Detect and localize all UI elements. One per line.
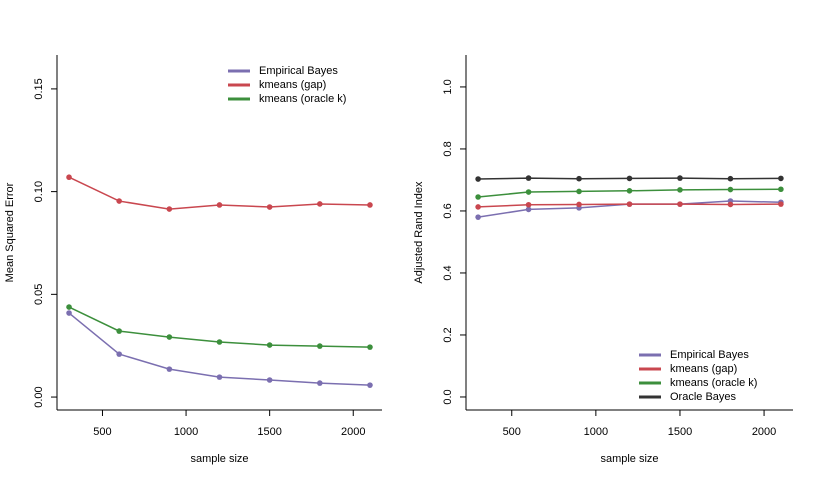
series-point <box>216 374 223 380</box>
x-tick-label: 500 <box>503 426 521 438</box>
series-point <box>778 201 784 207</box>
y-tick-label: 0.6 <box>442 203 454 218</box>
y-tick-label: 1.0 <box>442 79 454 94</box>
series-point <box>677 187 683 193</box>
series-point <box>266 342 273 348</box>
series-point <box>626 187 633 194</box>
series-point <box>677 201 683 207</box>
y-tick-label: 0.05 <box>33 284 45 305</box>
x-tick-label: 1000 <box>174 426 198 438</box>
series-point <box>576 175 582 182</box>
series-point <box>166 366 173 372</box>
series-point <box>116 351 122 357</box>
series-point <box>525 175 532 181</box>
legend-label: Empirical Bayes <box>259 65 338 77</box>
y-tick-label: 0.15 <box>33 78 45 99</box>
y-axis-label: Adjusted Rand Index <box>413 181 425 284</box>
y-tick-label: 0.2 <box>442 327 454 342</box>
series-point <box>475 194 481 200</box>
series-point <box>266 204 273 210</box>
y-axis-label: Mean Squared Error <box>4 182 16 282</box>
series-point <box>525 201 532 208</box>
x-axis-label: sample size <box>600 453 658 465</box>
y-tick-label: 0.0 <box>442 389 454 404</box>
series-point <box>576 188 582 195</box>
series-point <box>778 175 784 182</box>
y-tick-label: 0.00 <box>33 386 45 407</box>
series-point <box>66 304 72 310</box>
series-point <box>317 343 323 349</box>
y-tick-label: 0.10 <box>33 181 45 202</box>
legend-label: kmeans (gap) <box>259 79 326 91</box>
series-point <box>216 202 223 208</box>
legend-label: kmeans (oracle k) <box>670 377 757 389</box>
series-point <box>66 310 72 316</box>
series-point <box>475 176 481 182</box>
series-point <box>367 382 373 388</box>
series-point <box>166 206 173 212</box>
series-line <box>68 312 370 386</box>
y-tick-label: 0.4 <box>442 265 454 280</box>
series-point <box>576 201 582 208</box>
series-point <box>116 328 122 334</box>
series-point <box>626 175 633 182</box>
series-point <box>727 186 734 193</box>
series-point <box>216 339 223 345</box>
series-point <box>317 380 323 386</box>
series-point <box>367 202 373 208</box>
series-point <box>525 189 532 195</box>
series-point <box>367 344 373 350</box>
x-tick-label: 1500 <box>668 426 692 438</box>
series-point <box>266 377 273 383</box>
series-point <box>525 206 532 213</box>
series-point <box>727 175 734 182</box>
x-tick-label: 2000 <box>341 426 365 438</box>
legend-label: kmeans (oracle k) <box>259 93 346 105</box>
series-point <box>475 214 481 220</box>
series-point <box>116 198 122 204</box>
series-point <box>677 175 683 181</box>
series-point <box>317 201 323 207</box>
x-tick-label: 2000 <box>752 426 776 438</box>
series-point <box>778 186 784 193</box>
x-tick-label: 1000 <box>584 426 608 438</box>
x-axis-label: sample size <box>190 453 248 465</box>
x-tick-label: 1500 <box>257 426 281 438</box>
legend-label: kmeans (gap) <box>670 363 737 375</box>
legend-label: Empirical Bayes <box>670 349 749 361</box>
y-tick-label: 0.8 <box>442 141 454 156</box>
series-point <box>475 204 481 210</box>
x-tick-label: 500 <box>93 426 111 438</box>
series-point <box>626 201 633 207</box>
series-point <box>166 334 173 340</box>
series-point <box>727 201 734 208</box>
legend-label: Oracle Bayes <box>670 391 737 403</box>
series-point <box>66 174 72 181</box>
